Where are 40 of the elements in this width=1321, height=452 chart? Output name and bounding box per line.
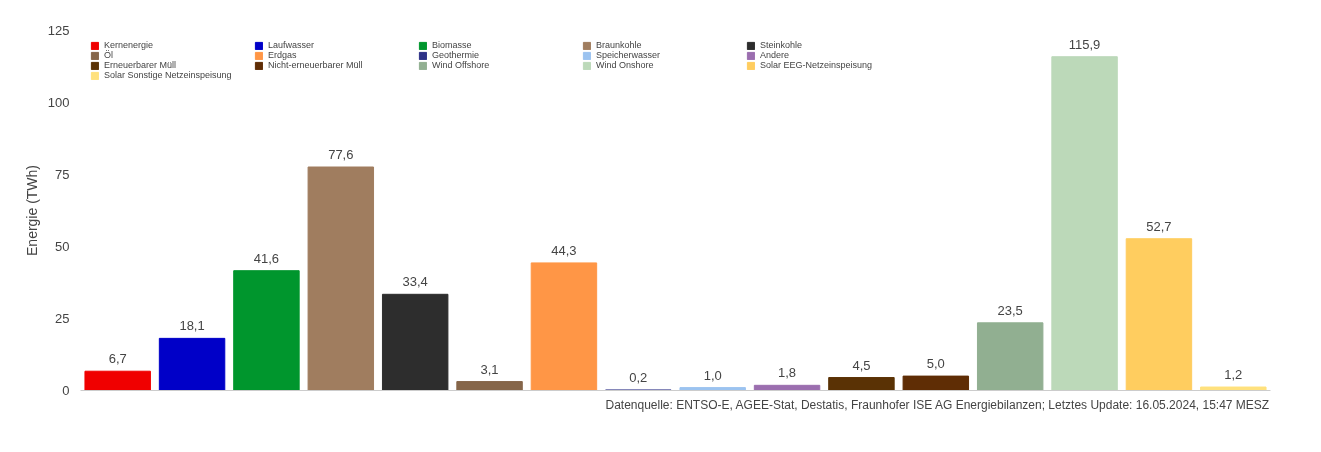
legend-label: Wind Offshore — [432, 60, 491, 70]
y-tick-label: 50 — [55, 239, 70, 254]
legend-label: Öl — [104, 50, 113, 60]
y-tick-label: 100 — [47, 95, 70, 110]
data-label: 77,6 — [328, 147, 354, 163]
data-label: 1,0 — [703, 367, 722, 383]
data-label: 1,8 — [778, 365, 797, 381]
legend-label: Steinkohle — [760, 40, 804, 50]
legend-label: Speicherwasser — [596, 50, 662, 60]
data-label: 52,7 — [1146, 218, 1172, 234]
data-label: 41,6 — [253, 250, 280, 266]
legend-label: Solar EEG-Netzeinspeisung — [760, 60, 874, 70]
data-label: 0,2 — [629, 369, 648, 385]
legend-label: Erneuerbarer Müll — [104, 60, 178, 70]
legend-label: Laufwasser — [268, 40, 316, 50]
legend-label: Geothermie — [432, 50, 481, 60]
data-label: 6,7 — [108, 351, 127, 367]
data-label: 44,3 — [551, 242, 577, 258]
legend-label: Wind Onshore — [596, 60, 655, 70]
legend-label: Andere — [760, 50, 791, 60]
legend-label: Erdgas — [268, 50, 298, 60]
y-tick-label: 125 — [47, 23, 70, 38]
legend-label: Nicht-erneuerbarer Müll — [268, 60, 364, 70]
legend-label: Biomasse — [432, 40, 473, 50]
data-label: 23,5 — [997, 302, 1023, 318]
data-label: 1,2 — [1224, 367, 1243, 383]
data-label: 5,0 — [926, 356, 945, 372]
text: Datenquelle: ENTSO-E, AGEE-Stat, Destatis, Fraunhofer ISE AG Energiebilanzen; Letztes Update: 16.05.2024, 15:47 MESZ — [605, 397, 1270, 412]
y-axis-title: Energie (TWh) — [23, 164, 40, 257]
legend-label: Braunkohle — [596, 40, 643, 50]
data-label: 115,9 — [1068, 36, 1101, 52]
y-tick-label: 75 — [55, 167, 70, 182]
data-label: 4,5 — [852, 357, 871, 373]
legend-label: Solar Sonstige Netzeinspeisung — [104, 70, 233, 80]
y-tick-label: 0 — [62, 383, 70, 398]
data-label: 3,1 — [480, 361, 499, 377]
y-tick-label: 25 — [55, 311, 70, 326]
data-label: 18,1 — [179, 318, 205, 334]
legend-label: Kernenergie — [104, 40, 155, 50]
data-label: 33,4 — [402, 274, 428, 290]
